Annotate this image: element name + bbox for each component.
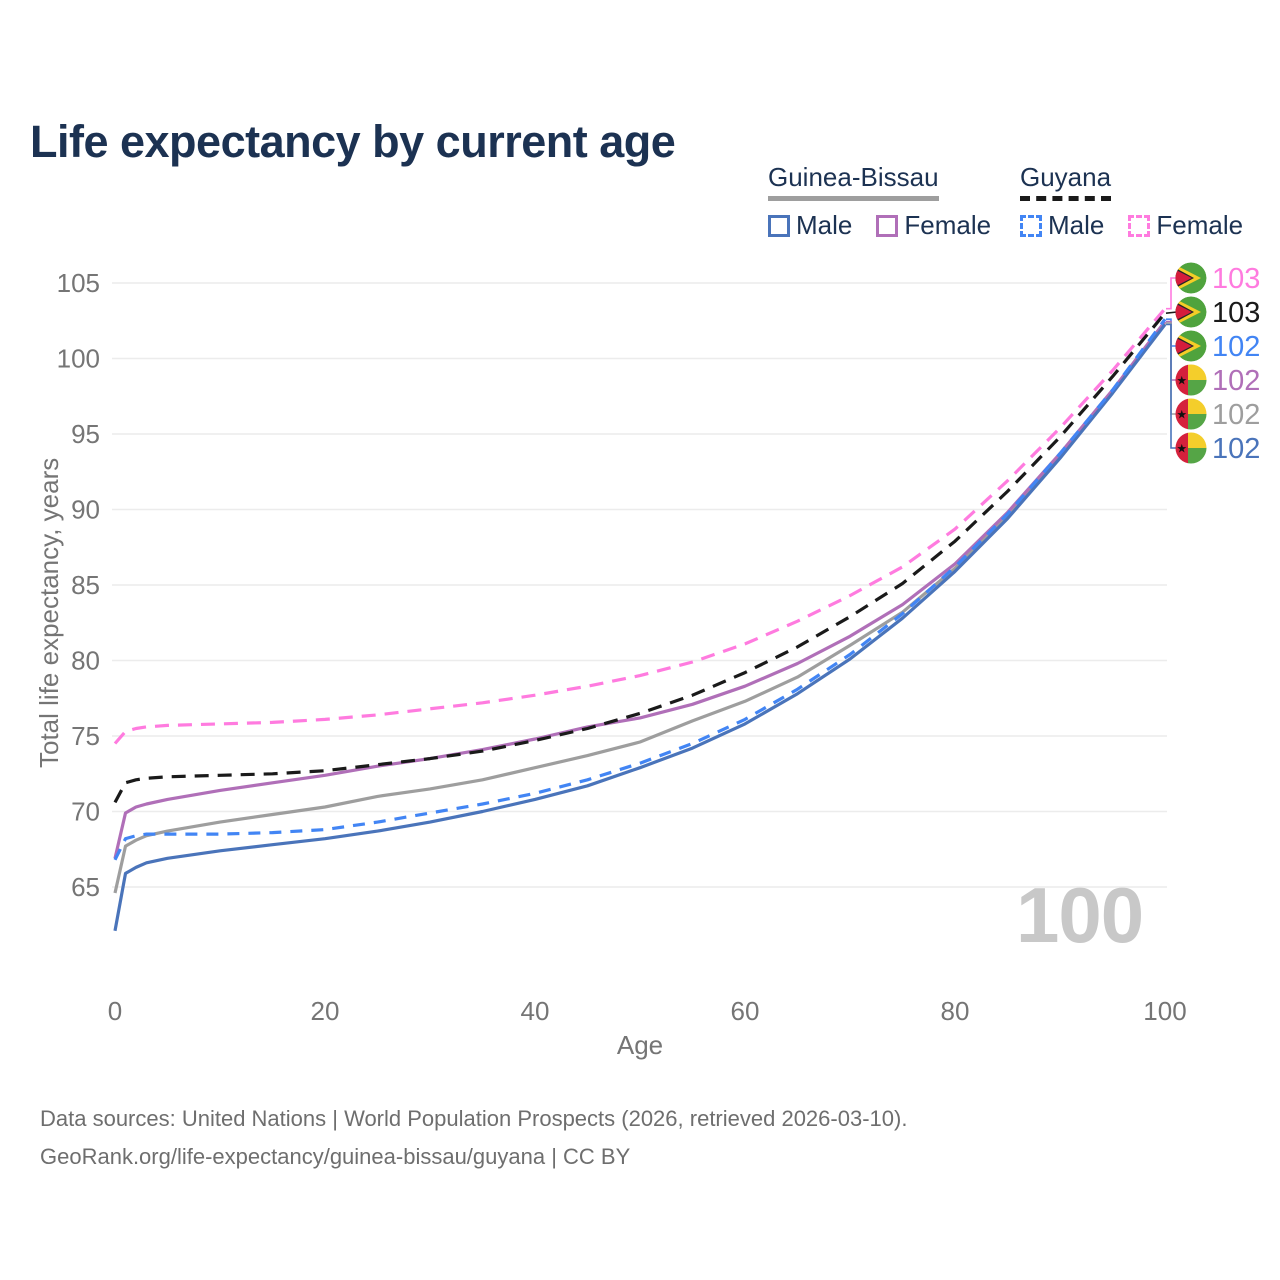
leader-line	[1166, 323, 1177, 449]
x-tick-label: 20	[311, 996, 340, 1026]
chart-watermark: 100	[1016, 871, 1144, 959]
line-chart: 65 70 75 80 85 90 95 100 105 0 20 40 60 80 100 ★ ★ ★ 10…	[57, 262, 1260, 1026]
y-tick-label: 95	[71, 419, 100, 449]
series-line-guinea-bissau-male	[113, 323, 1167, 932]
y-tick-label: 105	[57, 268, 100, 298]
legend-country-guinea-bissau: Guinea-Bissau	[768, 162, 939, 201]
legend-country-label: Guyana	[1020, 162, 1112, 192]
legend-item-guyana-male[interactable]: Male	[1020, 210, 1104, 241]
annotation-value: 102	[1212, 399, 1260, 431]
annotation-value: 103	[1212, 263, 1260, 295]
gridlines	[112, 282, 1167, 888]
legend-line-sample-solid	[768, 196, 939, 201]
legend-group-guinea-bissau: Guinea-Bissau Male Female	[768, 162, 991, 241]
legend-item-label: Male	[796, 210, 853, 240]
series-line-guinea-bissau-female	[113, 320, 1167, 859]
y-tick-label: 85	[71, 570, 100, 600]
legend-swatch-dashed-pink	[1128, 214, 1151, 237]
series-line-guyana-both	[113, 312, 1167, 804]
legend-row: Male Female	[1020, 210, 1243, 241]
x-axis-title: Age	[616, 1030, 664, 1060]
flag-icons: ★ ★ ★	[1175, 262, 1207, 464]
legend-country-label: Guinea-Bissau	[768, 162, 939, 192]
flag-icon-guinea-bissau: ★	[1175, 398, 1207, 430]
y-tick-label: 90	[71, 495, 100, 525]
label-leader-lines	[1165, 277, 1178, 449]
flag-icon-guinea-bissau: ★	[1175, 432, 1207, 464]
y-tick-label: 100	[57, 344, 100, 374]
legend-item-guyana-female[interactable]: Female	[1128, 210, 1243, 241]
svg-text:★: ★	[1176, 374, 1187, 388]
legend-item-label: Female	[1156, 210, 1244, 240]
legend-item-guinea-bissau-female[interactable]: Female	[876, 210, 991, 241]
flag-icon-guyana	[1175, 262, 1207, 294]
annotation-value: 102	[1212, 331, 1260, 363]
legend-swatch-solid-blue	[768, 214, 790, 237]
x-tick-label: 40	[521, 996, 550, 1026]
y-tick-label: 75	[71, 721, 100, 751]
legend-line-sample-dashed	[1020, 196, 1112, 201]
annotation-value: 102	[1212, 365, 1260, 397]
series-line-guinea-bissau-both	[113, 322, 1167, 894]
page-title: Life expectancy by current age	[30, 116, 676, 168]
annotation-value: 103	[1212, 297, 1260, 329]
legend-country-guyana: Guyana	[1020, 162, 1112, 201]
x-tick-label: 0	[108, 996, 122, 1026]
data-sources-text: Data sources: United Nations | World Pop…	[40, 1106, 908, 1131]
leader-line	[1166, 277, 1177, 310]
legend-swatch-solid-purple	[876, 214, 899, 237]
leader-line	[1165, 311, 1178, 314]
annotation-value: 102	[1212, 433, 1260, 465]
flag-icon-guyana	[1175, 296, 1207, 328]
svg-text:★: ★	[1176, 408, 1187, 422]
series-line-guyana-male	[113, 318, 1167, 861]
legend-row: Male Female	[768, 210, 991, 241]
y-axis-tick-labels: 65 70 75 80 85 90 95 100 105	[57, 268, 100, 902]
y-axis-title: Total life expectancy, years	[34, 457, 64, 768]
legend-item-guinea-bissau-male[interactable]: Male	[768, 210, 852, 241]
legend-group-guyana: Guyana Male Female	[1020, 162, 1243, 241]
series-line-guyana-female	[113, 307, 1167, 745]
y-tick-label: 70	[71, 797, 100, 827]
series-lines	[113, 307, 1167, 932]
y-tick-label: 65	[71, 872, 100, 902]
svg-text:★: ★	[1176, 442, 1187, 456]
x-tick-label: 60	[731, 996, 760, 1026]
x-tick-label: 80	[941, 996, 970, 1026]
x-tick-label: 100	[1143, 996, 1186, 1026]
x-axis-tick-labels: 0 20 40 60 80 100	[108, 996, 1187, 1026]
flag-icon-guinea-bissau: ★	[1175, 364, 1207, 396]
flag-icon-guyana	[1175, 330, 1207, 362]
legend-swatch-dashed-blue	[1020, 214, 1042, 237]
y-tick-label: 80	[71, 646, 100, 676]
legend-item-label: Male	[1048, 210, 1105, 240]
legend-item-label: Female	[904, 210, 992, 240]
attribution-url-text: GeoRank.org/life-expectancy/guinea-bissa…	[40, 1144, 631, 1169]
